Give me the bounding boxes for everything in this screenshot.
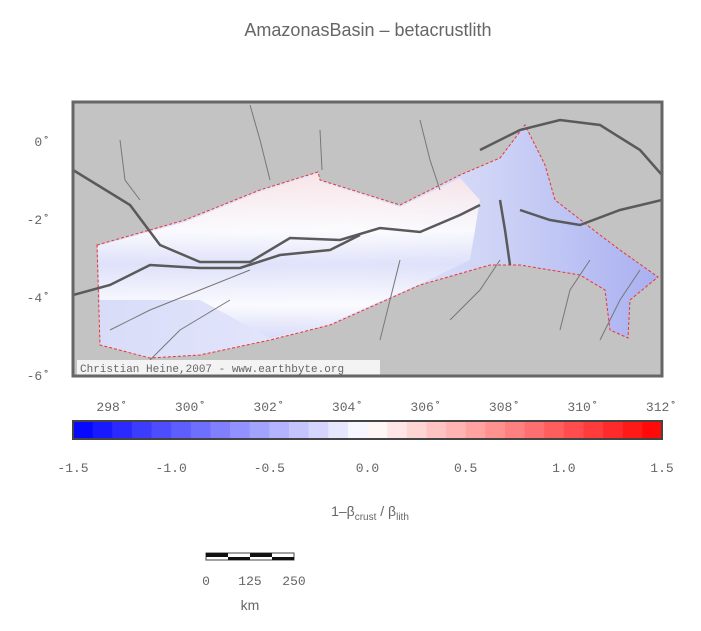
colorbar-segment (210, 421, 231, 439)
colorbar-frame (72, 420, 663, 440)
label-sub: crust (355, 512, 377, 523)
colorbar-segment (485, 421, 506, 439)
colorbar-segment (269, 421, 290, 439)
lon-label: 312˚ (646, 400, 677, 415)
colorbar-label: 1–βcrust / βlith (331, 503, 409, 523)
label-part: 1–β (331, 503, 355, 519)
colorbar-segment (328, 421, 349, 439)
scale-seg (206, 553, 228, 557)
basin-band (98, 174, 480, 338)
scale-label: 0 (202, 574, 210, 589)
colorbar-segment (642, 421, 663, 439)
colorbar-ticks: -1.5 -1.0 -0.5 0.0 0.5 1.0 1.5 (57, 461, 673, 476)
map: Christian Heine,2007 - www.earthbyte.org (73, 102, 662, 376)
colorbar-tick-label: 0.5 (454, 461, 477, 476)
colorbar-segment (446, 421, 467, 439)
colorbar-segment (347, 421, 368, 439)
colorbar-segment (288, 421, 310, 439)
colorbar-tick-label: -0.5 (254, 461, 285, 476)
lon-labels: 298˚ 300˚ 302˚ 304˚ 306˚ 308˚ 310˚ 312˚ (96, 400, 677, 415)
colorbar-segment (563, 421, 584, 439)
colorbar-segment (387, 421, 408, 439)
scale-label: 125 (238, 574, 261, 589)
lat-labels: 0˚ -2˚ -4˚ -6˚ (27, 135, 50, 384)
colorbar-segment (524, 421, 545, 439)
lat-label: -6˚ (27, 369, 50, 384)
colorbar-segment (92, 421, 113, 439)
colorbar-segment (583, 421, 604, 439)
lon-label: 308˚ (489, 400, 520, 415)
colorbar-segment (504, 421, 526, 439)
colorbar-segment (603, 421, 624, 439)
scale-label: 250 (282, 574, 305, 589)
lon-label: 302˚ (253, 400, 284, 415)
credit-bg (77, 360, 380, 375)
colorbar-segment (190, 421, 211, 439)
label-part: / β (376, 503, 396, 519)
colorbar-segment (308, 421, 329, 439)
colorbar-segment (465, 421, 486, 439)
label-sub: lith (396, 512, 409, 523)
colorbar-segment (230, 421, 251, 439)
map-frame (71, 100, 664, 378)
lon-label: 300˚ (175, 400, 206, 415)
colorbar-segment (151, 421, 172, 439)
lat-label: 0˚ (34, 135, 50, 150)
lon-label: 304˚ (332, 400, 363, 415)
lon-label: 298˚ (96, 400, 127, 415)
lat-label: -2˚ (27, 213, 50, 228)
colorbar-segment (171, 421, 192, 439)
scale-unit: km (241, 597, 260, 613)
colorbar-segment (406, 421, 427, 439)
colorbar-tick-label: -1.5 (57, 461, 88, 476)
colorbar-tick-label: 0.0 (356, 461, 379, 476)
rivers-minor (109, 104, 641, 361)
rivers-main (73, 118, 662, 297)
colorbar-segment (367, 421, 388, 439)
colorbar (73, 421, 663, 439)
scale-seg (272, 557, 294, 560)
colorbar-segment (544, 421, 565, 439)
lon-label: 306˚ (410, 400, 441, 415)
credit: Christian Heine,2007 - www.earthbyte.org (80, 364, 344, 376)
scale-seg (228, 557, 250, 560)
colorbar-tick-label: 1.0 (552, 461, 575, 476)
colorbar-segment (249, 421, 270, 439)
colorbar-segment (131, 421, 153, 439)
scale-seg (250, 553, 272, 557)
colorbar-segment (426, 421, 447, 439)
colorbar-tick-label: -1.0 (156, 461, 187, 476)
colorbar-segment (112, 421, 133, 439)
colorbar-tick-label: 1.5 (650, 461, 673, 476)
colorbar-segment (622, 421, 643, 439)
scale-bar: 0 125 250 km (202, 552, 306, 613)
colorbar-segment (73, 421, 94, 439)
lon-label: 310˚ (567, 400, 598, 415)
title: AmazonasBasin – betacrustlith (244, 20, 491, 40)
lat-label: -4˚ (27, 291, 50, 306)
